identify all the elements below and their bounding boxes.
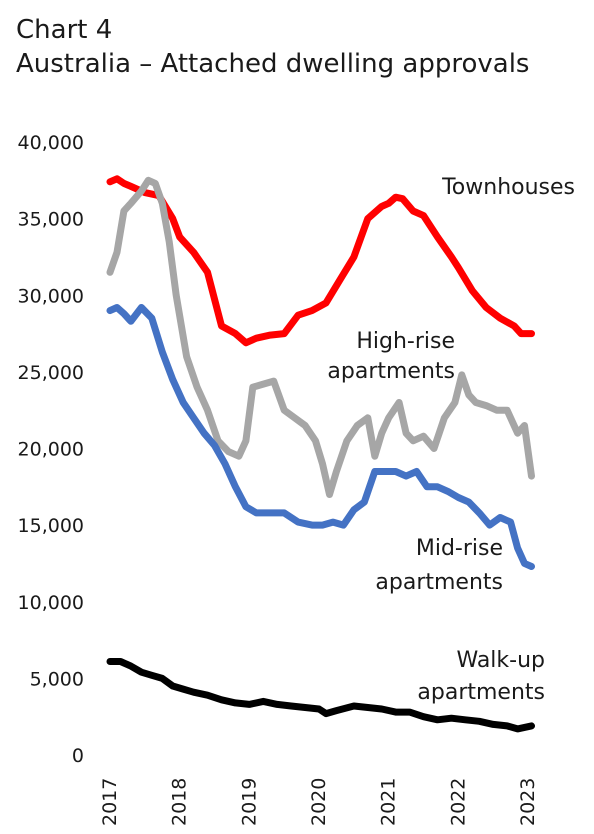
series-line-walk_up <box>106 658 535 733</box>
series-label-townhouses: Townhouses <box>441 175 575 200</box>
y-tick-label: 10,000 <box>18 592 84 614</box>
x-tick-label: 2021 <box>378 778 400 826</box>
series-line-high_rise <box>106 176 535 498</box>
x-tick-label: 2022 <box>447 778 469 826</box>
series-label-high_rise: apartments <box>327 359 455 384</box>
x-tick-label: 2017 <box>99 778 121 826</box>
y-tick-label: 25,000 <box>18 362 84 384</box>
series-label-walk_up: Walk-up <box>456 648 545 673</box>
y-tick-label: 15,000 <box>18 515 84 537</box>
series-label-walk_up: apartments <box>417 680 545 705</box>
x-tick-label: 2020 <box>308 778 330 826</box>
x-tick-label: 2018 <box>169 778 191 826</box>
y-tick-label: 0 <box>72 745 84 767</box>
y-tick-label: 30,000 <box>18 285 84 307</box>
series-label-high_rise: High-rise <box>356 329 455 354</box>
series-label-mid_rise: apartments <box>375 570 503 595</box>
y-tick-label: 20,000 <box>18 439 84 461</box>
chart-number: Chart 4 <box>16 15 113 45</box>
y-tick-label: 40,000 <box>18 132 84 154</box>
series-label-mid_rise: Mid-rise <box>416 536 503 561</box>
y-tick-label: 5,000 <box>30 668 84 690</box>
x-tick-label: 2019 <box>238 778 260 826</box>
chart-title: Australia – Attached dwelling approvals <box>16 49 530 79</box>
series-line-townhouses <box>106 175 535 347</box>
y-tick-label: 35,000 <box>18 209 84 231</box>
series-line-mid_rise <box>106 304 535 570</box>
x-tick-label: 2023 <box>517 778 539 826</box>
